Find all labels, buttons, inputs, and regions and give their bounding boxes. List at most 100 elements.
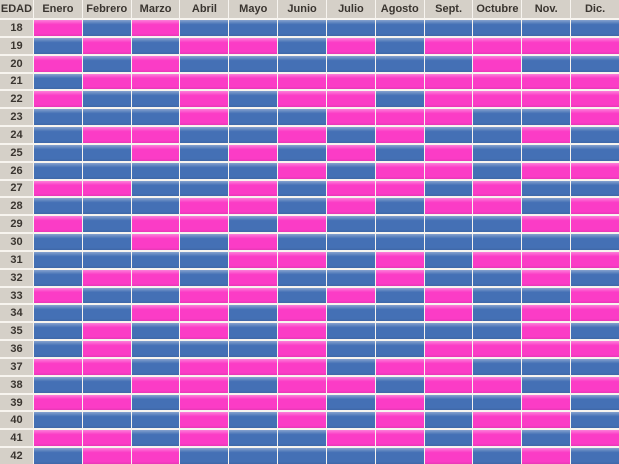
gender-cell-29-julio xyxy=(326,216,375,233)
gender-cell-29-febrero xyxy=(82,216,131,233)
gender-cell-25-febrero xyxy=(82,144,131,161)
gender-cell-27-junio xyxy=(278,180,326,197)
gender-cell-36-agosto xyxy=(375,341,424,357)
gender-cell-37-julio xyxy=(326,358,375,375)
gender-cell-18-abril xyxy=(180,20,229,36)
gender-cell-41-mayo xyxy=(229,430,278,447)
gender-cell-23-junio xyxy=(278,109,326,126)
gender-cell-39-junio xyxy=(278,394,326,411)
gender-cell-39-julio xyxy=(326,394,375,411)
gender-cell-19-dic xyxy=(571,37,619,54)
gender-cell-41-sept xyxy=(424,430,473,447)
gender-cell-39-abril xyxy=(180,394,229,411)
row-header-age-25: 25 xyxy=(0,144,33,161)
gender-cell-20-marzo xyxy=(131,55,180,72)
row-header-age-20: 20 xyxy=(0,55,33,72)
gender-cell-39-agosto xyxy=(375,394,424,411)
gender-cell-25-octubre xyxy=(473,144,522,161)
gender-cell-41-agosto xyxy=(375,430,424,447)
gender-cell-25-abril xyxy=(180,144,229,161)
gender-cell-30-marzo xyxy=(131,234,180,250)
gender-cell-22-nov xyxy=(522,91,571,108)
gender-cell-29-agosto xyxy=(375,216,424,233)
gender-cell-30-julio xyxy=(326,234,375,250)
gender-cell-27-sept xyxy=(424,180,473,197)
gender-cell-27-julio xyxy=(326,180,375,197)
gender-cell-30-octubre xyxy=(473,234,522,250)
gender-cell-28-marzo xyxy=(131,198,180,215)
gender-cell-19-mayo xyxy=(229,37,278,54)
row-header-age-19: 19 xyxy=(0,37,33,54)
gender-cell-21-nov xyxy=(522,73,571,90)
gender-cell-28-febrero xyxy=(82,198,131,215)
gender-cell-19-abril xyxy=(180,37,229,54)
gender-cell-22-febrero xyxy=(82,91,131,108)
row-header-age-33: 33 xyxy=(0,287,33,304)
gender-cell-36-sept xyxy=(424,341,473,357)
gender-cell-21-enero xyxy=(34,73,82,90)
gender-cell-25-dic xyxy=(571,144,619,161)
gender-cell-32-marzo xyxy=(131,269,180,286)
gender-cell-32-sept xyxy=(424,269,473,286)
gender-cell-22-dic xyxy=(571,91,619,108)
gender-cell-21-agosto xyxy=(375,73,424,90)
gender-cell-20-agosto xyxy=(375,55,424,72)
gender-cell-37-marzo xyxy=(131,358,180,375)
column-header-agosto: Agosto xyxy=(375,0,424,18)
gender-cell-41-junio xyxy=(278,430,326,447)
gender-cell-32-julio xyxy=(326,269,375,286)
gender-cell-20-febrero xyxy=(82,55,131,72)
gender-cell-28-abril xyxy=(180,198,229,215)
gender-cell-18-nov xyxy=(522,20,571,36)
row-header-age-40: 40 xyxy=(0,412,33,429)
gender-cell-36-junio xyxy=(278,341,326,357)
gender-cell-21-mayo xyxy=(229,73,278,90)
gender-cell-37-abril xyxy=(180,358,229,375)
gender-cell-24-sept xyxy=(424,127,473,143)
gender-cell-35-marzo xyxy=(131,323,180,340)
gender-cell-29-marzo xyxy=(131,216,180,233)
gender-cell-40-sept xyxy=(424,412,473,429)
column-header-sept: Sept. xyxy=(424,0,473,18)
gender-cell-33-junio xyxy=(278,287,326,304)
gender-cell-33-abril xyxy=(180,287,229,304)
gender-cell-40-agosto xyxy=(375,412,424,429)
gender-cell-34-nov xyxy=(522,305,571,322)
gender-cell-38-febrero xyxy=(82,376,131,393)
gender-cell-27-dic xyxy=(571,180,619,197)
gender-cell-21-abril xyxy=(180,73,229,90)
gender-cell-40-febrero xyxy=(82,412,131,429)
column-header-mayo: Mayo xyxy=(229,0,278,18)
gender-cell-42-agosto xyxy=(375,448,424,464)
gender-cell-18-octubre xyxy=(473,20,522,36)
gender-cell-31-junio xyxy=(278,251,326,268)
gender-cell-24-mayo xyxy=(229,127,278,143)
gender-cell-26-febrero xyxy=(82,162,131,179)
gender-cell-36-marzo xyxy=(131,341,180,357)
gender-cell-38-marzo xyxy=(131,376,180,393)
gender-cell-32-enero xyxy=(34,269,82,286)
gender-cell-33-octubre xyxy=(473,287,522,304)
gender-cell-32-abril xyxy=(180,269,229,286)
gender-cell-19-julio xyxy=(326,37,375,54)
gender-cell-42-abril xyxy=(180,448,229,464)
gender-cell-38-nov xyxy=(522,376,571,393)
gender-cell-34-octubre xyxy=(473,305,522,322)
gender-cell-30-abril xyxy=(180,234,229,250)
gender-cell-39-febrero xyxy=(82,394,131,411)
gender-cell-28-mayo xyxy=(229,198,278,215)
gender-cell-42-enero xyxy=(34,448,82,464)
gender-cell-29-dic xyxy=(571,216,619,233)
column-header-febrero: Febrero xyxy=(82,0,131,18)
gender-cell-19-nov xyxy=(522,37,571,54)
gender-cell-40-abril xyxy=(180,412,229,429)
gender-cell-31-dic xyxy=(571,251,619,268)
gender-cell-22-abril xyxy=(180,91,229,108)
gender-cell-22-julio xyxy=(326,91,375,108)
gender-cell-31-abril xyxy=(180,251,229,268)
gender-cell-36-abril xyxy=(180,341,229,357)
gender-cell-26-junio xyxy=(278,162,326,179)
gender-cell-30-agosto xyxy=(375,234,424,250)
gender-cell-23-octubre xyxy=(473,109,522,126)
